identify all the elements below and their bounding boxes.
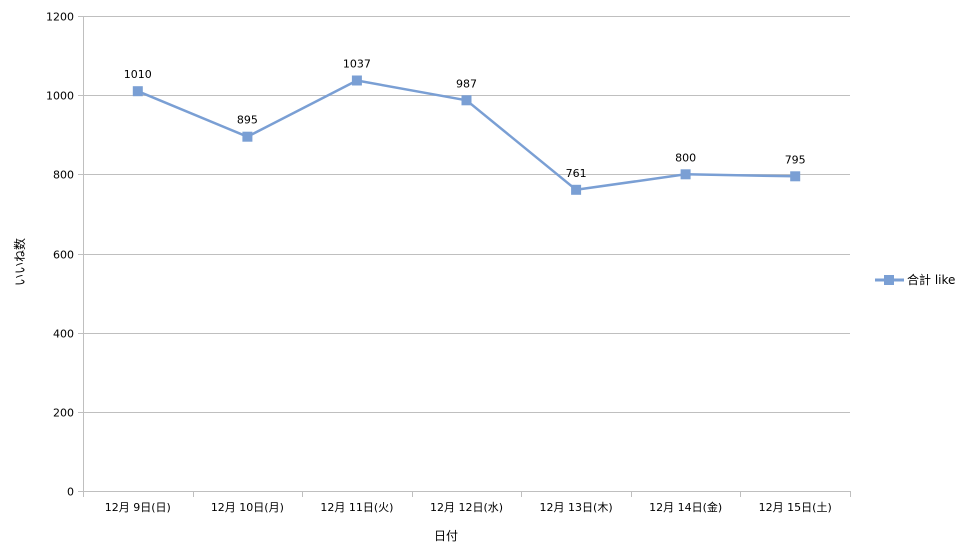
data-label: 800 — [675, 151, 696, 164]
data-label: 1037 — [343, 58, 371, 71]
series-group — [132, 75, 801, 195]
data-label: 895 — [237, 114, 258, 127]
x-tick-label: 12月 9日(日) — [105, 501, 171, 514]
x-tick-label: 12月 13日(木) — [540, 501, 613, 514]
data-point — [790, 171, 801, 182]
y-tick-label: 600 — [53, 249, 74, 262]
data-point — [132, 86, 143, 97]
y-tick-label: 800 — [53, 169, 74, 182]
legend-marker — [884, 275, 894, 285]
data-point — [351, 75, 362, 86]
x-tick-label: 12月 12日(水) — [430, 501, 503, 514]
y-tick-label: 1200 — [46, 11, 74, 24]
data-point — [571, 184, 582, 195]
data-point — [242, 131, 253, 142]
legend-label: 合計 like — [907, 272, 955, 287]
x-tick-labels: 12月 9日(日) 12月 10日(月) 12月 11日(火) 12月 12日(水) 1… — [105, 500, 832, 514]
y-axis-title: いいね数 — [12, 238, 27, 286]
y-tick-labels: 0 200 400 600 800 1000 1200 — [46, 11, 74, 499]
data-label: 761 — [566, 167, 587, 180]
x-tick-label: 12月 11日(火) — [320, 501, 393, 514]
gridlines — [83, 16, 850, 413]
y-tick-label: 1000 — [46, 90, 74, 103]
data-point — [461, 95, 472, 106]
data-point — [680, 169, 691, 180]
x-tick-label: 12月 14日(金) — [649, 500, 722, 514]
y-tick-label: 200 — [53, 407, 74, 420]
x-tick-label: 12月 10日(月) — [211, 501, 284, 514]
data-label: 1010 — [124, 68, 152, 81]
legend: 合計 like — [875, 272, 955, 287]
y-tick-label: 400 — [53, 328, 74, 341]
x-tick-label: 12月 15日(土) — [759, 501, 832, 514]
x-axis-title: 日付 — [434, 529, 458, 543]
data-labels: 1010 895 1037 987 761 800 795 — [124, 58, 806, 180]
axes — [78, 16, 851, 497]
data-label: 987 — [456, 77, 477, 90]
data-label: 795 — [785, 153, 806, 166]
y-tick-label: 0 — [67, 486, 74, 499]
